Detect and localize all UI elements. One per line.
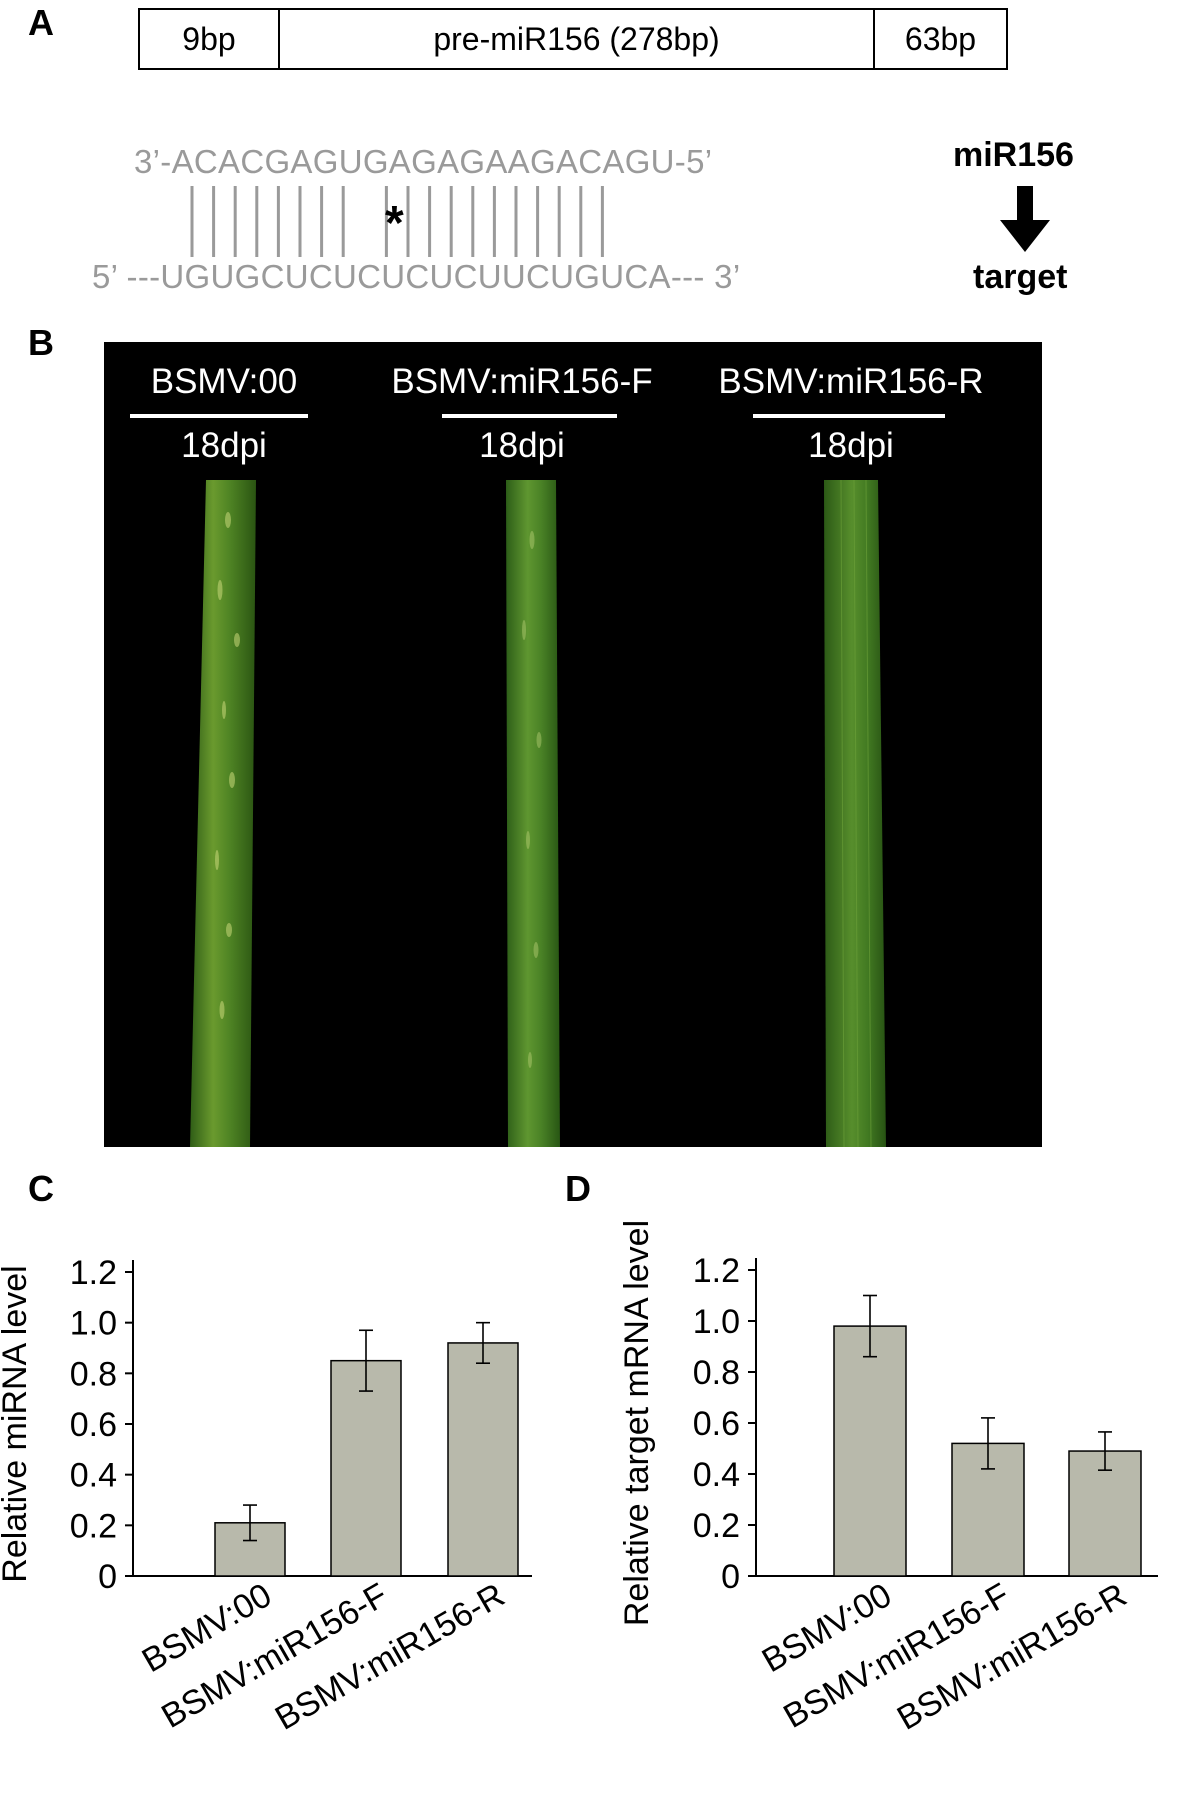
photo-title-2: BSMV:miR156-F	[391, 362, 653, 401]
chart-c-bar-3	[447, 1342, 519, 1577]
panel-label-b: B	[28, 322, 54, 363]
chart-c-y-tick-label: 0.6	[70, 1406, 117, 1444]
chart-c-y-axis-label: Relative miRNA level	[0, 1265, 34, 1582]
chart-d-y-tick-label: 0.6	[693, 1405, 740, 1443]
chart-d-y-tick-label: 1.2	[693, 1252, 740, 1290]
chart-c-y-tick-label: 1.0	[70, 1305, 117, 1343]
leaf-3	[824, 480, 886, 1147]
photo-title-1: BSMV:00	[150, 362, 298, 401]
chart-d-relative-target-mrna: 0 0.2 0.4 0.6 0.8 1.0 1.2 Relative target mRNA …	[618, 1220, 1158, 1738]
panel-label-d: D	[565, 1168, 591, 1209]
flank-3-segment: 63bp	[873, 10, 1006, 68]
chart-d-bar-1	[833, 1325, 907, 1577]
chart-c-y-tick-label: 0	[98, 1558, 117, 1596]
chart-c-error-bar-2	[359, 1329, 373, 1392]
base-pair-lines	[190, 186, 604, 257]
chart-d-y-tick-label: 0.8	[693, 1354, 740, 1392]
chart-d-y-axis-label: Relative target mRNA level	[618, 1220, 656, 1626]
chart-c-y-tick-label: 0.2	[70, 1507, 117, 1545]
chart-d-error-bar-1	[863, 1294, 877, 1358]
down-arrow-icon	[1000, 186, 1050, 252]
leaf-1	[190, 480, 256, 1147]
mismatch-asterisk: *	[385, 197, 404, 250]
gene-structure-diagram: 9bp pre-miR156 (278bp) 63bp	[138, 8, 1008, 70]
chart-d-y-tick-label: 0.4	[693, 1456, 740, 1494]
chart-d-y-tick-label: 0	[721, 1558, 740, 1596]
photo-time-3: 18dpi	[808, 426, 894, 465]
chart-d-bar-3	[1068, 1450, 1142, 1577]
chart-c-bar-2	[330, 1359, 402, 1577]
panel-label-c: C	[28, 1168, 54, 1209]
chart-c-y-tick-label: 1.2	[70, 1254, 117, 1292]
leaf-photo: BSMV:00 18dpi BSMV:miR156-F 18dpi BSMV:m…	[104, 342, 1042, 1147]
mirna-label: miR156	[953, 136, 1074, 174]
chart-c-error-bar-3	[476, 1321, 490, 1364]
target-sequence: 5’ ---UGUGCUCUCUCUCUUCUGUCA--- 3’	[92, 258, 741, 295]
mirna-sequence: 3’-ACACGAGUGAGAGAAGACAGU-5’	[134, 143, 713, 180]
chart-d-error-bar-3	[1098, 1431, 1112, 1471]
chart-d-y-tick-label: 1.0	[693, 1303, 740, 1341]
chart-d-error-bar-2	[981, 1417, 995, 1470]
photo-title-3: BSMV:miR156-R	[718, 362, 984, 401]
photo-time-2: 18dpi	[479, 426, 565, 465]
panel-label-a: A	[28, 2, 54, 43]
chart-c-error-bar-1	[243, 1504, 257, 1542]
photo-bar-1	[130, 414, 308, 418]
flank-5-segment: 9bp	[182, 20, 236, 57]
chart-c-y-tick-label: 0.8	[70, 1355, 117, 1393]
chart-d-y-tick-label: 0.2	[693, 1507, 740, 1545]
photo-bar-3	[753, 414, 945, 418]
pre-mirna-segment: pre-miR156 (278bp)	[278, 10, 873, 68]
target-label: target	[973, 258, 1068, 296]
chart-c-y-tick-label: 0.4	[70, 1457, 117, 1495]
photo-time-1: 18dpi	[181, 426, 267, 465]
photo-bar-2	[442, 414, 617, 418]
leaf-2	[506, 480, 560, 1147]
